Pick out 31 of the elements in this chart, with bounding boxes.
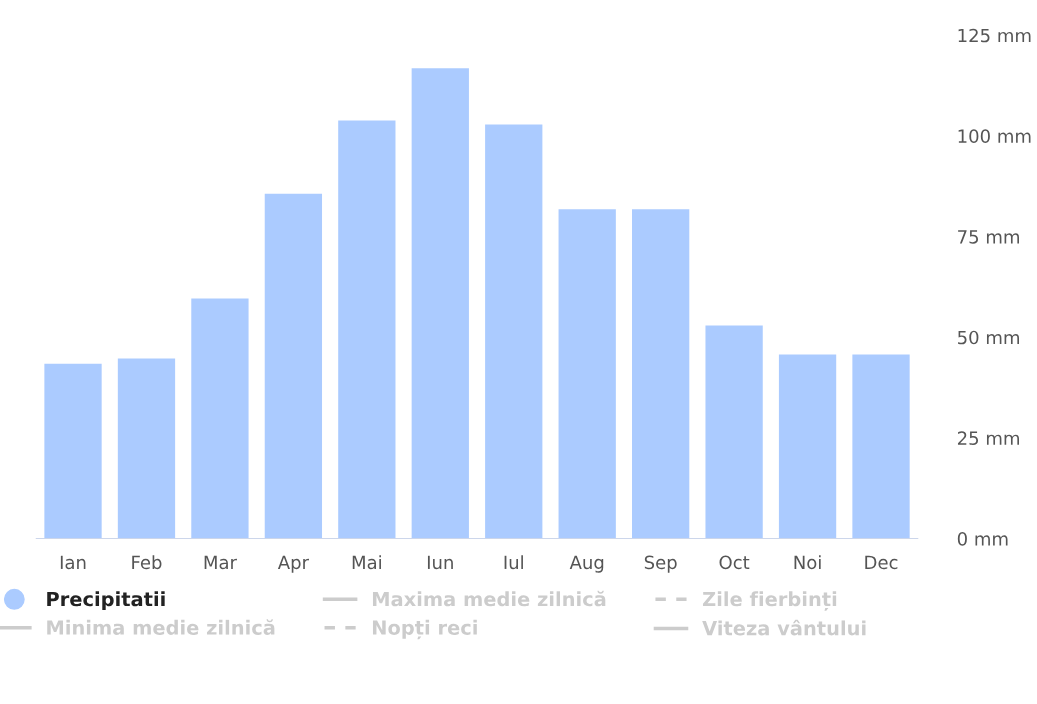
- bar: [411, 68, 469, 539]
- x-tick-label: Iul: [504, 555, 523, 570]
- bar: [44, 363, 102, 539]
- x-tick-label: Dec: [865, 555, 898, 570]
- x-tick-label: Ian: [60, 555, 86, 570]
- x-tick-label: Oct: [719, 555, 750, 570]
- x-tick-label: Aug: [569, 555, 604, 573]
- bar: [778, 354, 837, 539]
- bar: [852, 354, 910, 539]
- x-tick-label: Mai: [352, 555, 381, 570]
- bar: [191, 298, 249, 539]
- bar: [264, 193, 323, 539]
- bar: [632, 209, 690, 539]
- x-tick-label: Noi: [794, 555, 821, 570]
- legend-label: Precipitatii: [47, 591, 165, 611]
- x-tick-label: Apr: [277, 555, 309, 573]
- x-tick-label: Sep: [644, 555, 677, 573]
- bar: [558, 209, 616, 539]
- y-tick-label: 125 mm: [958, 28, 1031, 43]
- bar: [338, 120, 396, 539]
- bar: [117, 358, 176, 539]
- y-tick-label: 0 mm: [957, 532, 1008, 546]
- y-tick-label: 50 mm: [958, 330, 1019, 345]
- bar: [705, 325, 763, 539]
- y-tick-label: 75 mm: [958, 230, 1019, 244]
- bar: [485, 124, 543, 539]
- y-tick-label: 100 mm: [958, 129, 1031, 143]
- y-tick-label: 25 mm: [957, 431, 1019, 445]
- x-tick-label: Mar: [204, 555, 237, 570]
- x-tick-label: Iun: [427, 555, 453, 570]
- x-tick-label: Feb: [132, 555, 162, 570]
